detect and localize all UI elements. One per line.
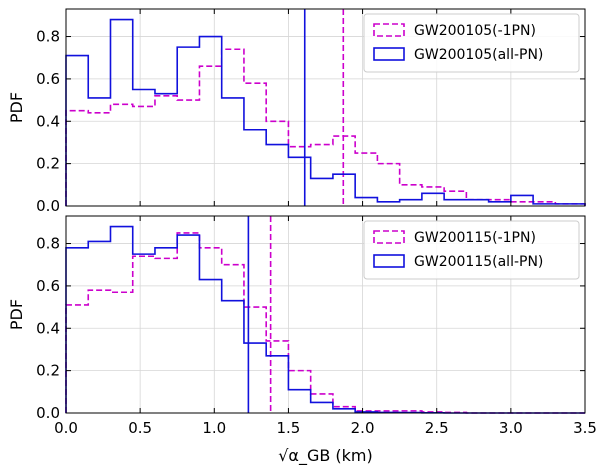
y-tick-label: 0.2 — [36, 362, 60, 380]
x-axis-label: √α_GB (km) — [278, 446, 373, 466]
y-tick-label: 0.2 — [36, 155, 60, 173]
legend: GW200105(-1PN) GW200105(all-PN) — [364, 14, 579, 72]
histogram-series-0 — [66, 49, 585, 206]
legend-entry: GW200115(all-PN) — [414, 254, 543, 270]
y-tick-label: 0.8 — [36, 235, 60, 253]
y-axis-label: PDF — [7, 92, 26, 123]
y-tick-label: 0.0 — [36, 197, 60, 215]
x-tick-label: 1.5 — [276, 419, 300, 437]
y-tick-label: 0.4 — [36, 112, 60, 130]
panel-gw200105: 0.00.20.40.60.8PDFGW200105(-1PN)GW200105… — [7, 9, 585, 215]
y-tick-label: 0.8 — [36, 28, 60, 46]
y-tick-label: 0.6 — [36, 277, 60, 295]
legend-entry: GW200115(-1PN) — [414, 230, 536, 246]
legend: GW200115(-1PN) GW200115(all-PN) — [364, 221, 579, 279]
legend-entry: GW200105(all-PN) — [414, 47, 543, 63]
x-tick-label: 0.0 — [54, 419, 78, 437]
y-tick-label: 0.4 — [36, 319, 60, 337]
x-tick-label: 0.5 — [128, 419, 152, 437]
x-tick-label: 2.0 — [351, 419, 375, 437]
legend-entry: GW200105(-1PN) — [414, 23, 536, 39]
x-tick-label: 3.5 — [573, 419, 597, 437]
x-tick-label: 1.0 — [202, 419, 226, 437]
x-tick-label: 3.0 — [499, 419, 523, 437]
y-tick-label: 0.6 — [36, 70, 60, 88]
x-axis-shared: 0.0 0.5 1.0 1.5 2.0 2.5 3.0 3.5 √α_GB (km) — [54, 419, 597, 466]
panel-gw200115: 0.00.20.40.60.8PDFGW200115(-1PN)GW200115… — [7, 216, 585, 422]
y-axis-label: PDF — [7, 299, 26, 330]
x-tick-label: 2.5 — [425, 419, 449, 437]
